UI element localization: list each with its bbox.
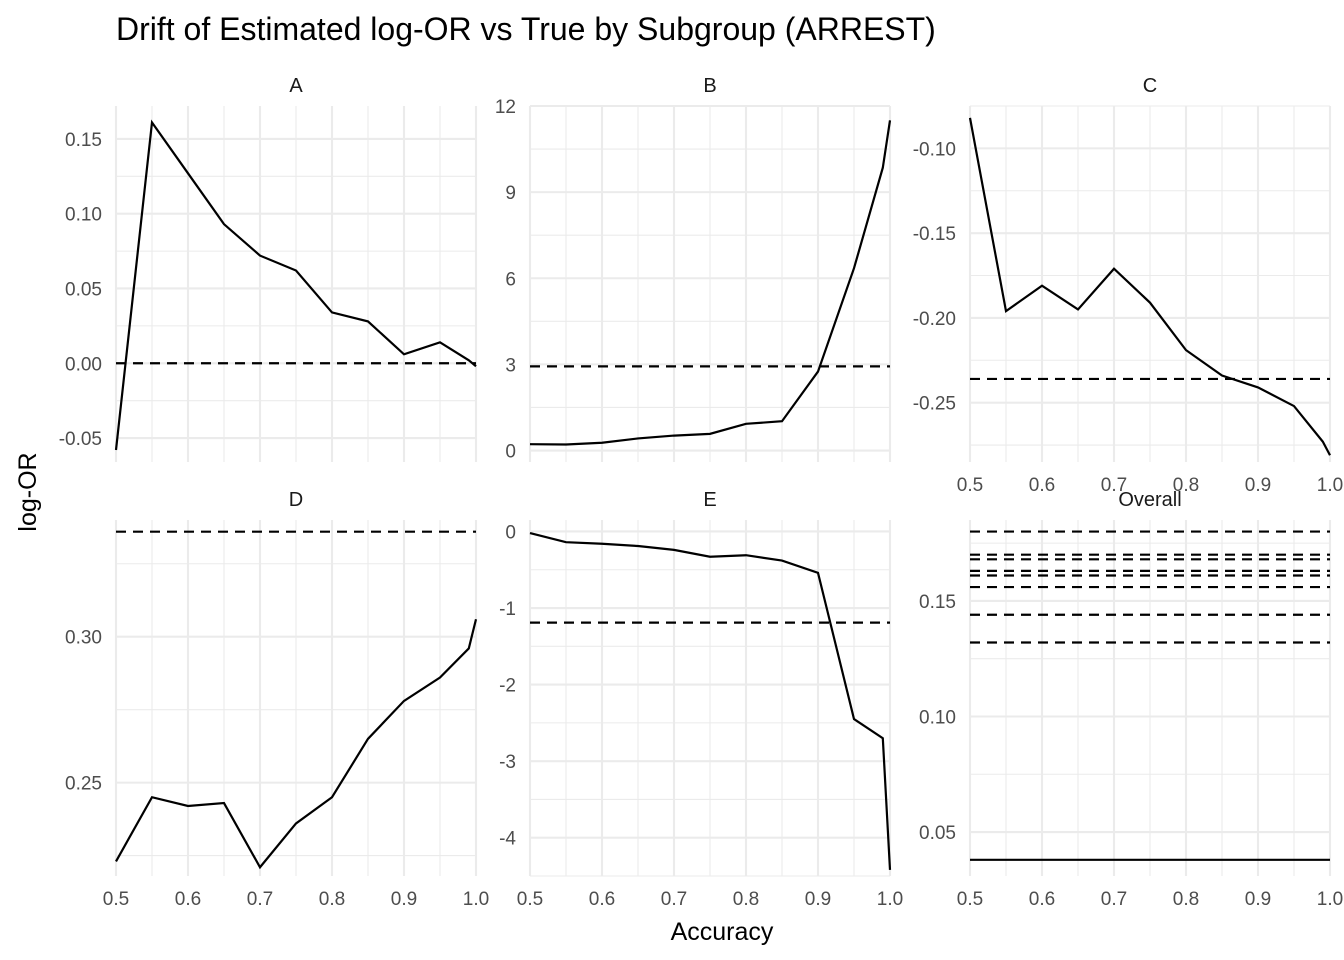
y-tick-label: 0.25	[65, 774, 102, 795]
y-tick-label: -2	[499, 676, 516, 697]
y-tick-label: -0.05	[59, 429, 102, 450]
y-tick-label: 0.30	[65, 628, 102, 649]
facet-strip-label: E	[703, 489, 716, 511]
estimated-log-or-line	[968, 117, 1331, 456]
y-tick-label: 12	[495, 97, 516, 118]
x-tick-label: 1.0	[1317, 889, 1343, 910]
x-tick-label: 0.8	[1173, 889, 1199, 910]
panel-b: 0 3 6 9 12 B	[495, 75, 892, 463]
chart-title: Drift of Estimated log-OR vs True by Sub…	[116, 11, 936, 47]
x-tick-label: 0.9	[1245, 475, 1271, 496]
x-tick-label: 0.9	[1245, 889, 1271, 910]
y-tick-label: -0.15	[913, 224, 956, 245]
x-tick-label: 0.6	[1029, 889, 1055, 910]
estimated-log-or-line	[529, 120, 892, 446]
x-tick-label: 0.5	[957, 889, 983, 910]
y-tick-label: 9	[505, 183, 516, 204]
facet-strip-label: D	[289, 489, 303, 511]
estimated-log-or-line	[114, 119, 477, 451]
y-tick-label: 3	[505, 355, 516, 376]
x-tick-label: 0.9	[391, 889, 417, 910]
x-tick-label: 0.8	[733, 889, 759, 910]
y-tick-label: 0.15	[919, 592, 956, 613]
facet-strip-label: A	[289, 75, 303, 97]
facet-panels: -0.050.000.050.100.15A036912B-0.25-0.20-…	[59, 75, 1344, 910]
y-tick-label: -3	[499, 752, 516, 773]
x-tick-label: 0.7	[247, 889, 273, 910]
panel-e: -4 -3 -2 -1 0 0.5 0.6 0.7 0.8 0.9 1.0 E	[499, 489, 903, 910]
x-tick-label: 1.0	[463, 889, 489, 910]
x-tick-label: 0.6	[1029, 475, 1055, 496]
estimated-log-or-line	[115, 618, 478, 870]
panel-overall: 0.05 0.10 0.15 0.5 0.6 0.7 0.8 0.9 1.0 Overall	[919, 489, 1343, 910]
y-axis-label: log-OR	[14, 452, 42, 531]
y-tick-label: 0.05	[65, 279, 102, 300]
y-tick-label: 0.00	[65, 354, 102, 375]
y-tick-label: 0.15	[65, 130, 102, 151]
y-tick-label: 0.10	[65, 205, 102, 226]
facet-strip-label: Overall	[1118, 489, 1181, 511]
y-tick-label: -0.20	[913, 309, 956, 330]
x-tick-label: 0.6	[589, 889, 615, 910]
y-tick-label: -1	[499, 599, 516, 620]
panel-c: -0.25 -0.20 -0.15 -0.10 0.5 0.6 0.7 0.8 0.9 1.0 C	[913, 75, 1344, 496]
facet-strip-label: C	[1143, 75, 1157, 97]
y-tick-label: 0	[505, 522, 516, 543]
x-tick-label: 0.6	[175, 889, 201, 910]
x-tick-label: 0.5	[957, 475, 983, 496]
panel-a: -0.05 0.00 0.05 0.10 0.15 A	[59, 75, 478, 462]
x-tick-label: 0.7	[1101, 889, 1127, 910]
facet-strip-label: B	[703, 75, 716, 97]
y-tick-label: 0.10	[919, 707, 956, 728]
x-tick-label: 0.8	[1173, 475, 1199, 496]
estimated-log-or-line	[529, 531, 892, 870]
x-tick-label: 0.7	[661, 889, 687, 910]
y-tick-label: 0	[505, 442, 516, 463]
y-tick-label: -0.25	[913, 394, 956, 415]
y-tick-label: 0.05	[919, 823, 956, 844]
y-tick-label: -4	[499, 829, 516, 850]
x-tick-label: 1.0	[1317, 475, 1343, 496]
x-tick-label: 0.5	[103, 889, 129, 910]
y-tick-label: 6	[505, 269, 516, 290]
x-axis-label: Accuracy	[671, 918, 774, 946]
x-tick-label: 0.5	[517, 889, 543, 910]
x-tick-label: 0.7	[1101, 475, 1127, 496]
x-tick-label: 0.8	[319, 889, 345, 910]
x-tick-label: 0.9	[805, 889, 831, 910]
panel-d: 0.25 0.30 0.5 0.6 0.7 0.8 0.9 1.0 D	[65, 489, 489, 910]
x-tick-label: 1.0	[877, 889, 903, 910]
y-tick-label: -0.10	[913, 139, 956, 160]
